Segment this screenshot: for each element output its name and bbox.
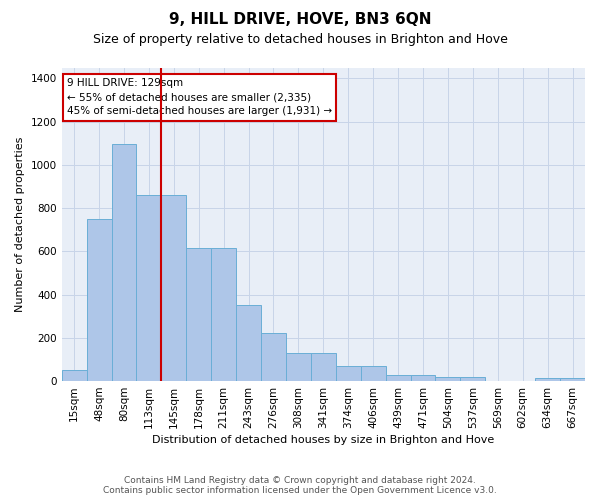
Bar [161, 195, 186, 381]
Bar [236, 306, 261, 381]
Text: 9, HILL DRIVE, HOVE, BN3 6QN: 9, HILL DRIVE, HOVE, BN3 6QN [169, 12, 431, 28]
Y-axis label: Number of detached properties: Number of detached properties [15, 136, 25, 312]
Text: Size of property relative to detached houses in Brighton and Hove: Size of property relative to detached ho… [92, 32, 508, 46]
Bar [436, 377, 460, 381]
Bar [211, 248, 236, 381]
Bar [361, 366, 386, 381]
Text: Contains HM Land Registry data © Crown copyright and database right 2024.
Contai: Contains HM Land Registry data © Crown c… [103, 476, 497, 495]
Bar [311, 353, 336, 381]
Bar [410, 374, 436, 381]
Bar [560, 378, 585, 381]
X-axis label: Distribution of detached houses by size in Brighton and Hove: Distribution of detached houses by size … [152, 435, 494, 445]
Text: 9 HILL DRIVE: 129sqm
← 55% of detached houses are smaller (2,335)
45% of semi-de: 9 HILL DRIVE: 129sqm ← 55% of detached h… [67, 78, 332, 116]
Bar [386, 374, 410, 381]
Bar [186, 248, 211, 381]
Bar [336, 366, 361, 381]
Bar [261, 334, 286, 381]
Bar [62, 370, 86, 381]
Bar [286, 353, 311, 381]
Bar [112, 144, 136, 381]
Bar [460, 377, 485, 381]
Bar [535, 378, 560, 381]
Bar [86, 219, 112, 381]
Bar [136, 195, 161, 381]
